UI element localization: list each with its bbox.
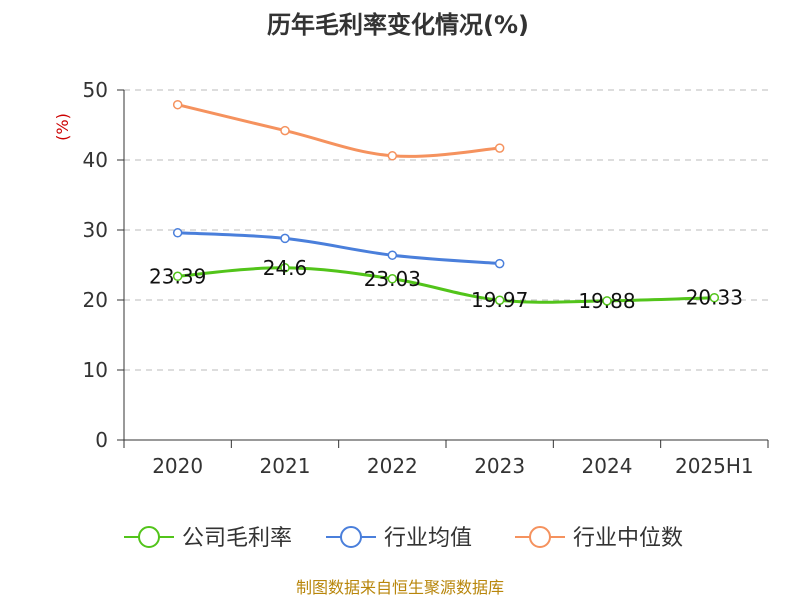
data-point bbox=[280, 233, 290, 244]
legend-marker-icon bbox=[138, 526, 160, 548]
data-point bbox=[387, 151, 398, 161]
data-point bbox=[494, 295, 505, 305]
data-labels: 23.39 24.6 23.03 19.97 19.88 20.33 bbox=[149, 256, 743, 313]
y-tick-labels: 0 10 20 30 40 50 bbox=[83, 78, 108, 452]
legend-item: 行业中位数 bbox=[515, 526, 683, 551]
data-label: 19.97 bbox=[471, 288, 528, 312]
data-label: 19.88 bbox=[578, 289, 635, 313]
y-tick-label: 20 bbox=[83, 288, 108, 312]
series-lines bbox=[172, 99, 720, 306]
legend-item: 公司毛利率 bbox=[124, 526, 292, 551]
data-point bbox=[280, 263, 290, 273]
data-point bbox=[387, 274, 398, 284]
legend-marker-icon bbox=[340, 526, 362, 548]
y-tick-label: 0 bbox=[95, 428, 108, 452]
series-1 bbox=[172, 228, 505, 269]
y-tick-label: 50 bbox=[83, 78, 108, 102]
data-point bbox=[494, 258, 505, 269]
x-tick-label: 2022 bbox=[367, 454, 418, 478]
y-tick-label: 40 bbox=[83, 148, 108, 172]
data-label: 23.39 bbox=[149, 264, 206, 288]
data-point bbox=[494, 143, 505, 153]
chart-title: 历年毛利率变化情况(%) bbox=[267, 11, 529, 39]
legend: 公司毛利率 行业均值 行业中位数 bbox=[124, 526, 683, 551]
data-label: 20.33 bbox=[686, 286, 743, 310]
x-tick-label: 2020 bbox=[152, 454, 203, 478]
source-note: 制图数据来自恒生聚源数据库 bbox=[296, 578, 504, 597]
data-point bbox=[387, 250, 398, 260]
legend-marker-icon bbox=[529, 526, 551, 548]
x-tick-labels: 2020 2021 2022 2023 2024 2025H1 bbox=[152, 454, 753, 478]
y-axis-unit: (%) bbox=[53, 113, 72, 141]
x-tick-label: 2023 bbox=[474, 454, 525, 478]
data-point bbox=[172, 99, 183, 110]
x-tick-label: 2021 bbox=[260, 454, 311, 478]
x-tick-label: 2024 bbox=[582, 454, 633, 478]
legend-label: 行业中位数 bbox=[573, 526, 683, 551]
data-point bbox=[280, 125, 290, 136]
axes bbox=[117, 89, 769, 448]
y-tick-label: 30 bbox=[83, 218, 108, 242]
x-tick-label: 2025H1 bbox=[675, 454, 754, 478]
legend-label: 公司毛利率 bbox=[182, 526, 292, 551]
data-point bbox=[602, 296, 612, 306]
series-line bbox=[176, 103, 502, 158]
data-point bbox=[172, 228, 183, 238]
grid-lines bbox=[124, 89, 768, 371]
y-tick-label: 10 bbox=[83, 358, 108, 382]
series-line bbox=[176, 266, 716, 304]
data-label: 23.03 bbox=[364, 267, 421, 291]
series-line bbox=[176, 231, 502, 266]
legend-label: 行业均值 bbox=[384, 526, 472, 551]
legend-item: 行业均值 bbox=[326, 526, 472, 551]
data-label: 24.6 bbox=[263, 256, 308, 280]
series-0 bbox=[172, 263, 720, 306]
data-point bbox=[172, 271, 183, 282]
series-2 bbox=[172, 99, 505, 161]
data-point bbox=[709, 292, 720, 303]
